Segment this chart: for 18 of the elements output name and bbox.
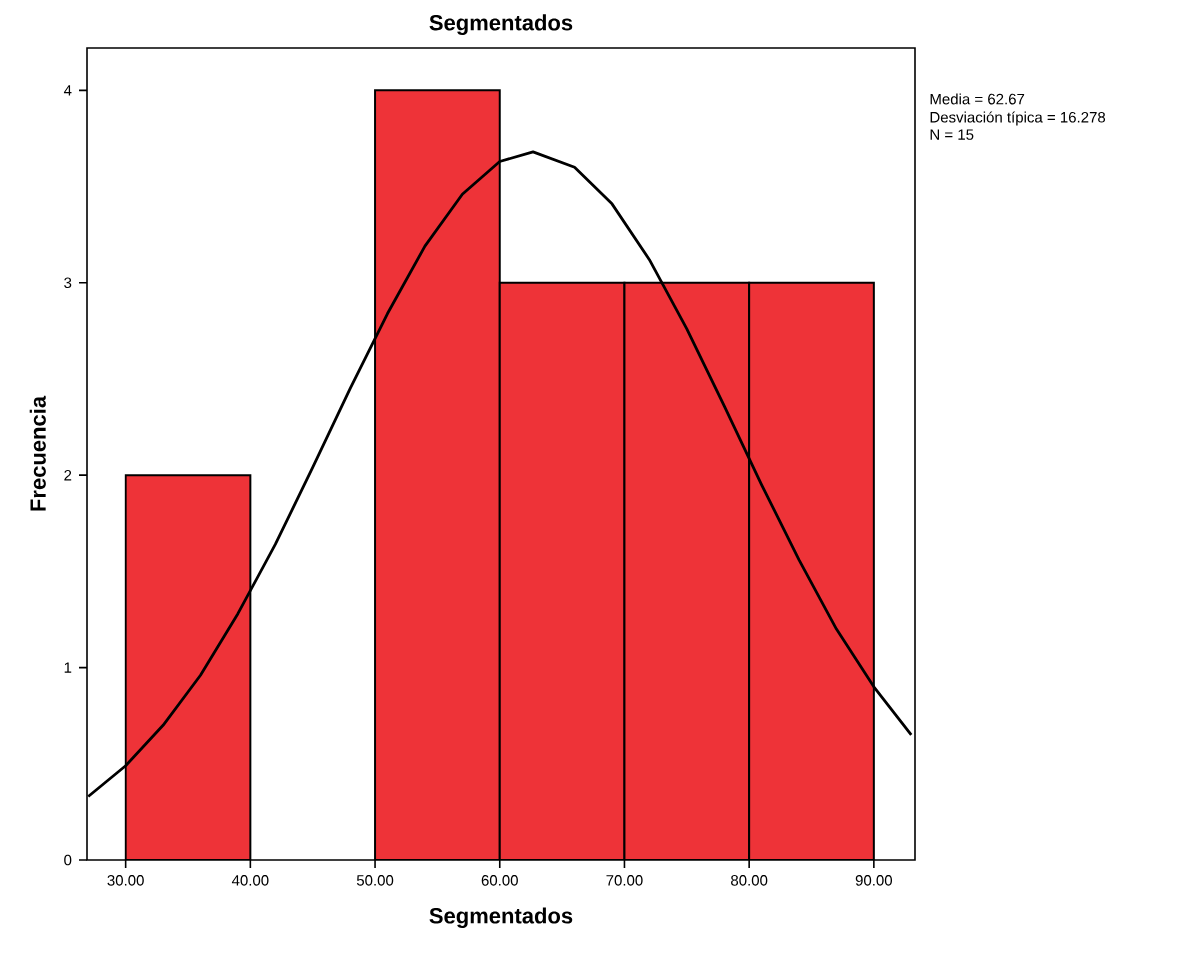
x-tick-label: 80.00	[731, 875, 768, 886]
x-tick-label: 70.00	[606, 875, 643, 886]
x-tick-label: 90.00	[855, 875, 893, 886]
x-tick-label: 40.00	[231, 875, 269, 886]
x-axis-title: Segmentados	[429, 907, 573, 929]
text: Media = 62.67	[930, 93, 1025, 105]
x-tick-label: 60.00	[481, 875, 518, 886]
x-tick-label: 50.00	[356, 875, 394, 886]
text: N = 15	[930, 129, 974, 140]
chart-title: Segmentados	[429, 14, 573, 35]
y-tick-label: 0	[64, 854, 72, 866]
x-tick-label: 30.00	[107, 875, 144, 886]
y-tick-label: 4	[63, 85, 72, 96]
y-tick-label: 2	[64, 469, 72, 481]
y-tick-label: 1	[64, 662, 72, 673]
text: Desviación típica = 16.278	[930, 111, 1106, 126]
y-tick-label: 3	[64, 277, 72, 289]
y-axis-title: Frecuencia	[29, 395, 46, 511]
